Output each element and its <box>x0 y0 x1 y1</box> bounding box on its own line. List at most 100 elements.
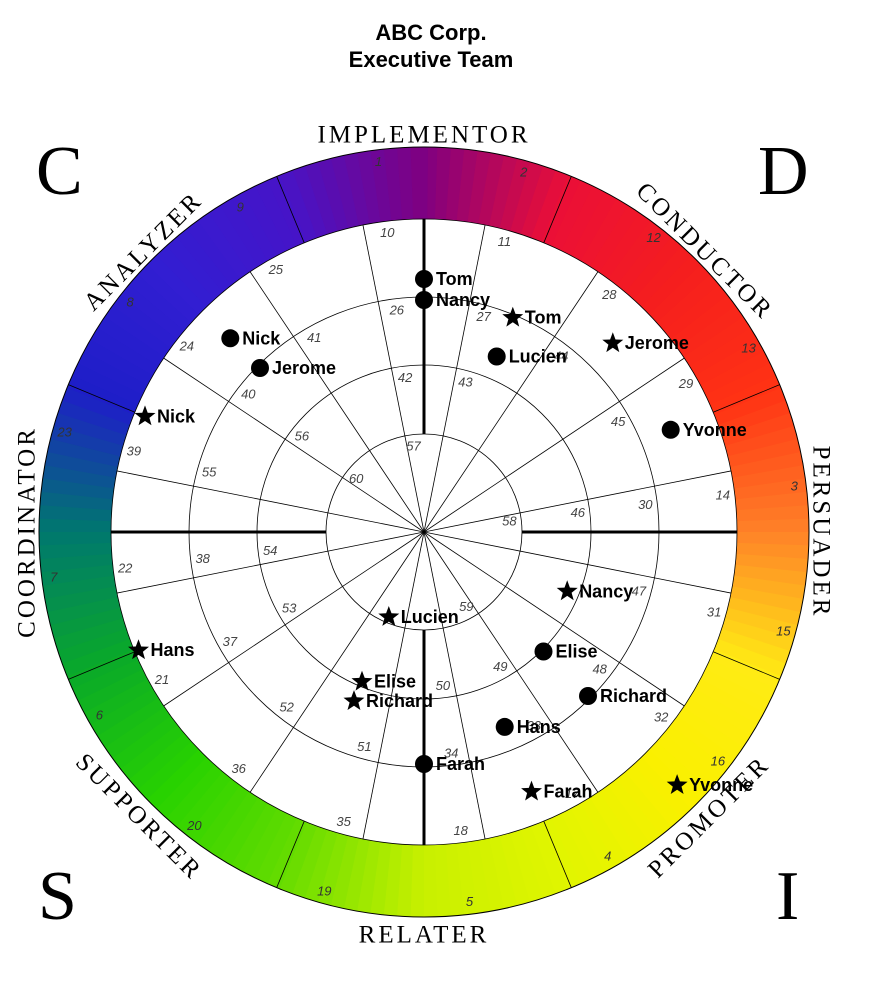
segment-number: 20 <box>186 818 202 833</box>
segment-number: 17 <box>565 786 580 801</box>
person-farah-star: Farah <box>521 780 593 802</box>
segment-number: 15 <box>776 624 791 639</box>
segment-number: 52 <box>279 700 294 715</box>
person-name-label: Jerome <box>272 358 336 378</box>
person-farah-circle: Farah <box>415 754 485 774</box>
person-name-label: Lucien <box>401 607 459 627</box>
segment-number: 50 <box>436 678 451 693</box>
segment-number: 26 <box>389 303 405 318</box>
star-marker-icon <box>556 580 578 601</box>
segment-number: 11 <box>498 234 512 249</box>
style-label-implementor: IMPLEMENTOR <box>317 122 530 149</box>
chart-title-line-2: Executive Team <box>348 47 514 72</box>
person-yvonne-circle: Yvonne <box>661 420 747 440</box>
star-marker-icon <box>521 780 542 801</box>
segment-number: 2 <box>519 165 528 180</box>
chart-title-line-1: ABC Corp. <box>375 20 487 45</box>
person-name-label: Richard <box>366 691 433 711</box>
segment-number: 10 <box>380 225 395 240</box>
segment-number: 18 <box>453 823 468 838</box>
circle-marker-icon <box>579 687 597 705</box>
segment-number: 33 <box>527 718 542 733</box>
segment-number: 27 <box>475 309 491 324</box>
circle-marker-icon <box>251 359 269 377</box>
person-lucien-circle: Lucien <box>487 347 567 367</box>
person-name-label: Farah <box>544 782 593 802</box>
person-name-label: Tom <box>436 269 473 289</box>
segment-number: 58 <box>502 514 517 529</box>
circle-marker-icon <box>415 270 433 288</box>
segment-number: 9 <box>237 199 244 214</box>
segment-number: 47 <box>632 584 647 599</box>
segment-number: 23 <box>56 424 72 439</box>
person-elise-circle: Elise <box>534 642 598 662</box>
segment-number: 43 <box>458 375 473 390</box>
person-name-label: Nancy <box>579 581 633 601</box>
star-marker-icon <box>128 639 149 660</box>
segment-number: 42 <box>398 370 413 385</box>
circle-marker-icon <box>221 329 240 348</box>
person-name-label: Hans <box>151 640 195 660</box>
person-name-label: Richard <box>600 686 667 706</box>
person-nancy-circle: Nancy <box>415 290 490 310</box>
person-name-label: Jerome <box>625 333 689 353</box>
quadrant-letter-s: S <box>38 858 77 935</box>
segment-number: 30 <box>638 497 653 512</box>
person-richard-circle: Richard <box>579 686 667 706</box>
segment-number: 48 <box>592 661 607 676</box>
style-label-persuader: PERSUADER <box>807 446 834 619</box>
wheel-grid <box>38 146 810 918</box>
segment-numbers: 1102642572112743122844132945314304658153… <box>50 154 798 909</box>
segment-number: 36 <box>231 761 246 776</box>
star-marker-icon <box>666 774 688 794</box>
segment-number: 13 <box>741 340 756 355</box>
star-marker-icon <box>378 606 400 626</box>
star-marker-icon <box>502 306 524 327</box>
segment-number: 54 <box>263 543 277 558</box>
segment-number: 29 <box>678 376 693 391</box>
person-name-label: Yvonne <box>683 420 747 440</box>
segment-number: 14 <box>716 487 730 502</box>
segment-number: 44 <box>554 348 568 363</box>
segment-number: 51 <box>357 739 371 754</box>
segment-number: 46 <box>571 505 586 520</box>
segment-number: 41 <box>307 330 321 345</box>
segment-number: 39 <box>127 444 141 459</box>
style-label-coordinator: COORDINATOR <box>14 426 41 638</box>
person-name-label: Hans <box>517 717 561 737</box>
segment-number: 37 <box>223 634 238 649</box>
person-tom-star: Tom <box>502 306 562 328</box>
segment-number: 53 <box>282 600 297 615</box>
person-elise-star: Elise <box>351 670 416 692</box>
segment-number: 59 <box>459 599 473 614</box>
person-jerome-circle: Jerome <box>251 358 336 378</box>
segment-number: 35 <box>336 814 351 829</box>
circle-marker-icon <box>495 717 514 736</box>
quadrant-letter-d: D <box>758 133 809 210</box>
person-tom-circle: Tom <box>415 269 473 289</box>
circle-marker-icon <box>415 755 433 773</box>
segment-number: 24 <box>179 339 194 354</box>
person-name-label: Tom <box>525 308 562 328</box>
people-markers: NickNickJeromeJeromeTomTomNancyNancyLuci… <box>128 269 753 802</box>
segment-number: 6 <box>96 708 104 723</box>
person-name-label: Elise <box>374 672 416 692</box>
circle-marker-icon <box>534 642 553 661</box>
person-name-label: Farah <box>436 754 485 774</box>
person-yvonne-star: Yvonne <box>666 774 753 795</box>
segment-number: 16 <box>711 754 726 769</box>
person-richard-star: Richard <box>343 690 433 711</box>
segment-number: 8 <box>126 294 134 309</box>
segment-number: 49 <box>493 659 507 674</box>
segment-number: 12 <box>646 230 661 245</box>
circle-marker-icon <box>661 420 680 439</box>
person-name-label: Lucien <box>509 347 567 367</box>
segment-number: 22 <box>117 561 133 576</box>
segment-number: 3 <box>791 479 799 494</box>
person-nancy-star: Nancy <box>556 580 633 601</box>
person-name-label: Yvonne <box>689 775 753 795</box>
segment-number: 31 <box>707 604 721 619</box>
style-label-relater: RELATER <box>359 922 490 949</box>
segment-number: 57 <box>406 439 421 454</box>
